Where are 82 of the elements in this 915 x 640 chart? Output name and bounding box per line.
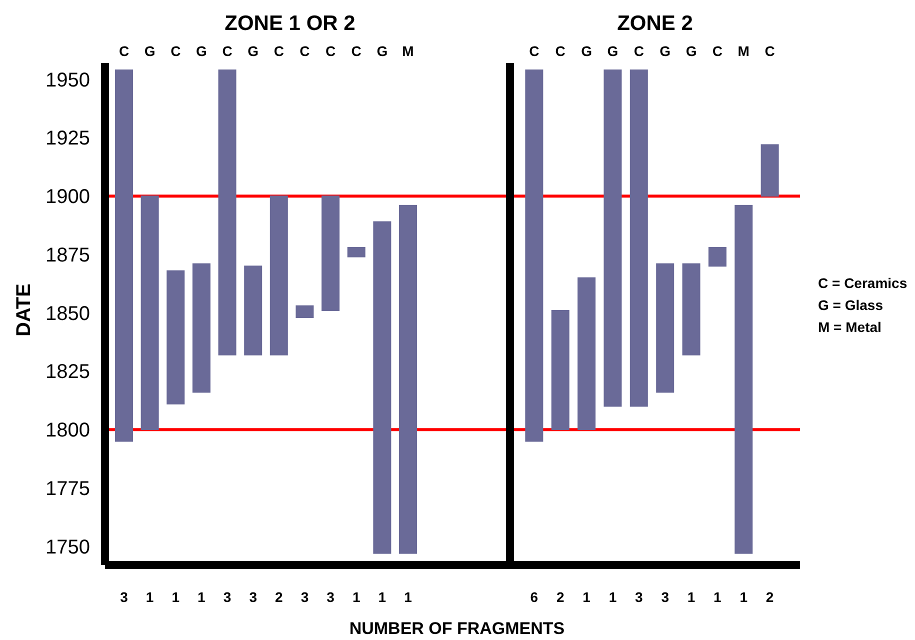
text: G = Glass <box>818 297 884 313</box>
x-tick-label: 1 <box>378 589 386 605</box>
bar <box>682 263 700 356</box>
y-tick-label: 1775 <box>46 478 90 500</box>
text: G <box>248 43 259 59</box>
bar <box>656 263 674 393</box>
text: C <box>300 43 310 59</box>
x-tick-label: 1 <box>687 589 696 605</box>
y-tick-label: 1850 <box>46 302 90 325</box>
text: C <box>555 43 566 59</box>
bar <box>630 70 648 407</box>
x-tick-label: 3 <box>249 589 258 605</box>
x-tick-label: 2 <box>766 589 774 605</box>
x-tick-label: 3 <box>661 589 670 605</box>
bar <box>708 246 726 267</box>
x-tick-label: 1 <box>404 589 412 605</box>
text: G <box>660 43 671 59</box>
bar <box>218 70 236 356</box>
x-tick-label: 3 <box>300 589 309 605</box>
text: C = Ceramics <box>818 275 908 291</box>
text: M = Metal <box>818 319 882 335</box>
bar <box>398 204 417 554</box>
text: G <box>686 43 697 59</box>
x-tick-label: 1 <box>146 589 154 605</box>
y-tick-label: 1925 <box>46 128 90 150</box>
x-tick-label: 1 <box>714 589 722 605</box>
x-tick-label: 1 <box>198 589 206 605</box>
bar <box>734 204 753 554</box>
text: C <box>170 43 181 59</box>
bar <box>296 305 314 318</box>
text: G <box>581 43 592 59</box>
y-tick-label: 1825 <box>46 361 90 384</box>
chart-title: ZONE 2 <box>617 12 693 35</box>
x-tick-label: 1 <box>608 589 617 605</box>
x-tick-label: 1 <box>172 589 180 605</box>
bar <box>347 246 366 258</box>
y-tick-label: 1800 <box>46 420 90 442</box>
text: G <box>144 43 156 59</box>
chart-title: ZONE 1 OR 2 <box>224 12 356 35</box>
bar <box>115 70 134 442</box>
y-axis-title: DATE <box>13 284 35 336</box>
bar <box>322 196 340 311</box>
bar <box>373 221 392 554</box>
text: G <box>607 43 618 59</box>
y-tick-label: 1900 <box>46 186 90 208</box>
text: C <box>274 43 284 59</box>
text: M <box>738 43 750 59</box>
text: C <box>712 43 723 59</box>
bar <box>551 310 570 430</box>
x-tick-label: 3 <box>120 589 128 605</box>
x-tick-label: 6 <box>530 589 538 605</box>
text: C <box>118 43 130 59</box>
x-tick-label: 2 <box>556 589 564 605</box>
bar <box>760 144 779 197</box>
text: M <box>402 43 414 59</box>
bar <box>604 70 622 407</box>
x-tick-label: 1 <box>582 589 591 605</box>
y-tick-label: 1950 <box>46 69 90 92</box>
bar <box>140 196 159 430</box>
bar <box>166 270 185 404</box>
bar <box>270 196 288 356</box>
x-tick-label: 1 <box>740 589 748 605</box>
bar <box>244 266 262 356</box>
y-tick-label: 1875 <box>46 244 90 266</box>
text: C <box>325 43 336 59</box>
x-tick-label: 1 <box>352 589 360 605</box>
text: C <box>634 43 644 59</box>
x-tick-label: 3 <box>635 589 644 605</box>
bar <box>525 70 544 442</box>
text: C <box>351 43 362 59</box>
x-axis-title: NUMBER OF FRAGMENTS <box>349 619 565 638</box>
text: C <box>529 43 540 59</box>
y-tick-label: 1750 <box>46 536 90 558</box>
bar <box>192 263 210 393</box>
x-tick-label: 3 <box>326 589 335 605</box>
x-tick-label: 2 <box>275 589 284 605</box>
x-tick-label: 3 <box>223 589 232 605</box>
text: G <box>196 43 208 59</box>
bar <box>578 277 596 430</box>
text: C <box>764 43 775 59</box>
text: C <box>222 43 232 59</box>
text: G <box>376 43 388 59</box>
